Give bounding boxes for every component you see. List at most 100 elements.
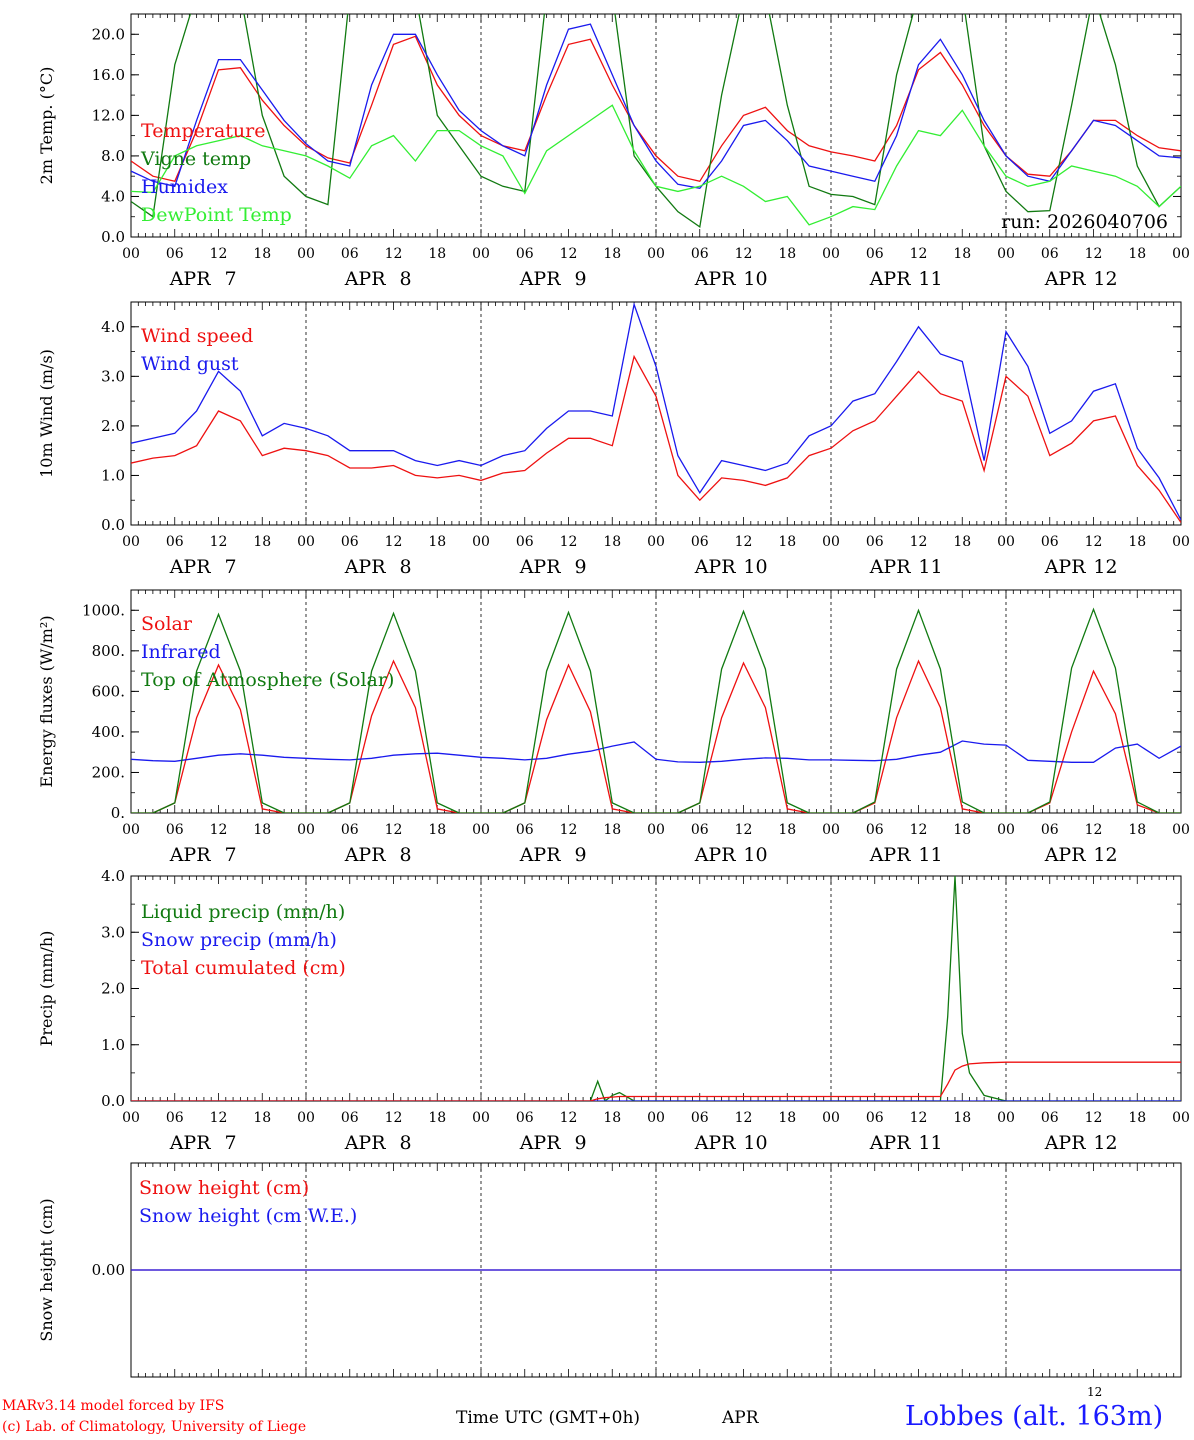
y-axis-title: Snow height (cm) (37, 1198, 56, 1341)
y-tick-label: 0. (111, 804, 125, 822)
hour-tick-label: 12 (735, 534, 753, 550)
hour-tick-label: 00 (997, 1110, 1015, 1126)
hour-tick-label: 00 (472, 1110, 490, 1126)
hour-tick-label: 00 (1172, 246, 1190, 262)
day-number-label: 9 (574, 844, 586, 866)
y-tick-label: 1000. (82, 601, 125, 619)
day-month-label: APR (344, 556, 387, 578)
day-month-label: APR (519, 1132, 562, 1154)
y-tick-label: 4.0 (101, 318, 125, 336)
day-month-label: APR (519, 268, 562, 290)
hour-tick-label: 12 (1085, 1110, 1103, 1126)
hour-tick-label: 06 (516, 1110, 534, 1126)
panel-wind: 0.0 1.0 2.0 3.0 4.0 10m Wind (m/s) Wind speed W… (37, 301, 1190, 578)
hour-tick-label: 12 (1085, 246, 1103, 262)
legend-entry: Snow height (cm W.E.) (139, 1205, 357, 1227)
y-tick-label: 3.0 (101, 923, 125, 941)
hour-tick-label: 06 (691, 534, 709, 550)
y-tick-label: 4.0 (101, 867, 125, 885)
day-month-label: APR (169, 556, 212, 578)
y-tick-label: 12.0 (92, 106, 125, 124)
footer-day: 12 (1087, 1385, 1103, 1399)
legend-entry: Solar (141, 613, 193, 635)
hour-tick-label: 18 (253, 1110, 271, 1126)
model-info: MARv3.14 model forced by IFS (2, 1398, 225, 1414)
legend-entry: Wind gust (141, 353, 239, 375)
hour-tick-label: 12 (910, 246, 928, 262)
y-tick-label: 20.0 (92, 25, 125, 43)
hour-tick-label: 18 (603, 246, 621, 262)
hour-tick-label: 18 (428, 822, 446, 838)
y-tick-label: 3.0 (101, 367, 125, 385)
time-axis-title: Time UTC (GMT+0h) (456, 1408, 641, 1428)
y-tick-label: 2.0 (101, 417, 125, 435)
hour-tick-label: 06 (1041, 822, 1059, 838)
day-number-label: 9 (574, 268, 586, 290)
day-number-label: 11 (918, 1132, 942, 1154)
hour-tick-label: 06 (1041, 1110, 1059, 1126)
hour-tick-label: 00 (997, 534, 1015, 550)
hour-tick-label: 06 (866, 246, 884, 262)
day-month-label: APR (344, 1132, 387, 1154)
hour-tick-label: 18 (778, 822, 796, 838)
y-tick-label: 1.0 (101, 466, 125, 484)
hour-tick-label: 00 (297, 1110, 315, 1126)
day-month-label: APR (344, 844, 387, 866)
series-line (131, 740, 1181, 763)
series-line (131, 302, 1181, 521)
y-tick-label: 1.0 (101, 1036, 125, 1054)
hour-tick-label: 00 (647, 822, 665, 838)
hour-tick-label: 00 (647, 534, 665, 550)
day-number-label: 7 (224, 268, 236, 290)
y-tick-label: 0.0 (101, 516, 125, 534)
y-tick-label: 0.0 (101, 228, 125, 246)
day-number-label: 9 (574, 556, 586, 578)
day-number-label: 7 (224, 844, 236, 866)
hour-tick-label: 12 (560, 822, 578, 838)
hour-tick-label: 12 (910, 534, 928, 550)
series-line (131, 876, 1181, 1101)
legend-entry: Liquid precip (mm/h) (141, 901, 345, 923)
hour-tick-label: 12 (210, 822, 228, 838)
hour-tick-label: 12 (735, 246, 753, 262)
hour-tick-label: 00 (822, 246, 840, 262)
hour-tick-label: 18 (1128, 246, 1146, 262)
legend-entry: Total cumulated (cm) (141, 957, 346, 979)
hour-tick-label: 18 (953, 822, 971, 838)
day-number-label: 12 (1093, 556, 1117, 578)
day-number-label: 8 (399, 1132, 411, 1154)
hour-tick-label: 00 (472, 822, 490, 838)
hour-tick-label: 00 (297, 246, 315, 262)
hour-tick-label: 18 (778, 246, 796, 262)
legend-entry: Temperature (141, 120, 265, 142)
hour-tick-label: 00 (647, 246, 665, 262)
y-tick-label: 200. (92, 763, 125, 781)
day-number-label: 11 (918, 556, 942, 578)
hour-tick-label: 06 (341, 822, 359, 838)
hour-tick-label: 12 (1085, 534, 1103, 550)
hour-tick-label: 18 (253, 822, 271, 838)
day-number-label: 11 (918, 844, 942, 866)
hour-tick-label: 00 (1172, 822, 1190, 838)
credit-info: (c) Lab. of Climatology, University of L… (2, 1419, 307, 1435)
hour-tick-label: 06 (166, 246, 184, 262)
hour-tick-label: 06 (866, 534, 884, 550)
series-line (131, 1061, 1181, 1101)
legend-entry: Snow height (cm) (139, 1177, 309, 1199)
day-number-label: 10 (743, 268, 767, 290)
hour-tick-label: 06 (691, 1110, 709, 1126)
hour-tick-label: 18 (428, 246, 446, 262)
day-month-label: APR (694, 1132, 737, 1154)
day-number-label: 12 (1093, 1132, 1117, 1154)
y-axis-title: 10m Wind (m/s) (37, 349, 56, 478)
series-line (131, 23, 1181, 190)
hour-tick-label: 18 (778, 534, 796, 550)
day-number-label: 7 (224, 1132, 236, 1154)
hour-tick-label: 00 (122, 246, 140, 262)
y-tick-label: 400. (92, 723, 125, 741)
y-axis-title: Precip (mm/h) (37, 931, 56, 1047)
hour-tick-label: 00 (472, 534, 490, 550)
hour-tick-label: 12 (910, 822, 928, 838)
panel-frame (130, 301, 1182, 526)
hour-tick-label: 06 (341, 1110, 359, 1126)
